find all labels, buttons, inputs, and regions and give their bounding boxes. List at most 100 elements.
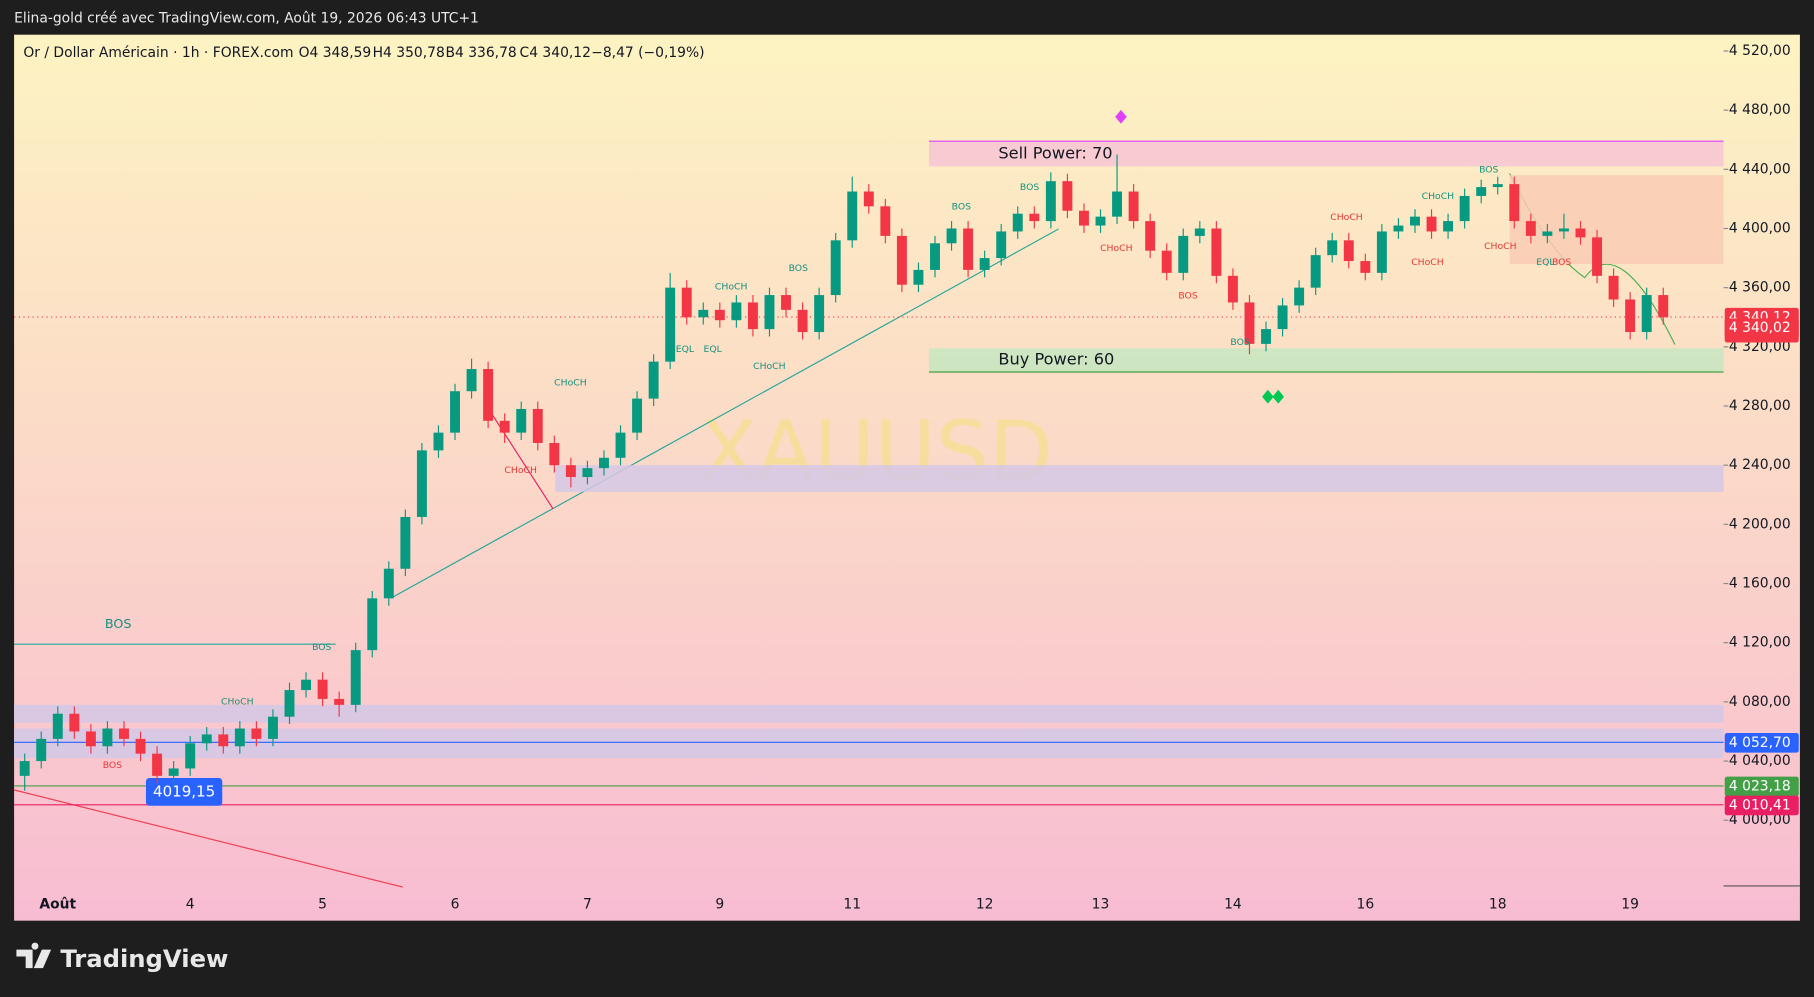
candle-body (1376, 231, 1387, 273)
annotation: CHoCH (1330, 212, 1363, 223)
x-tick-label: 13 (1092, 896, 1110, 912)
candle-body (284, 690, 295, 717)
candle-body (1426, 216, 1437, 232)
annotation: CHoCH (753, 361, 786, 372)
x-tick-label: 19 (1621, 896, 1639, 912)
candle-body (1558, 228, 1569, 232)
candle-body (1393, 225, 1404, 232)
signal (1262, 389, 1285, 404)
price-tag (1724, 795, 1799, 816)
legend-high: H4 350,78 (373, 45, 445, 61)
candle-body (731, 302, 742, 321)
candle-body (416, 450, 427, 517)
candle-body (781, 295, 792, 310)
candle-body (599, 457, 609, 469)
candle-body (251, 728, 262, 739)
candle-body (466, 369, 477, 392)
y-tick-label: 4 080,00 (1729, 694, 1791, 710)
candle-body (516, 408, 527, 433)
annotation: CHoCH (554, 377, 587, 388)
zone (555, 465, 1724, 492)
annotation: BOS (1479, 165, 1498, 176)
y-tick-label: 4 000,00 (1729, 812, 1791, 828)
candle-body (565, 465, 576, 478)
candle-body (1112, 191, 1123, 217)
x-tick-label: 16 (1357, 896, 1375, 912)
candle-body (549, 442, 560, 466)
candle-body (102, 728, 113, 747)
legend-open: O4 348,59 (299, 45, 372, 61)
annotation: BOS (1230, 337, 1249, 348)
candle-body (1227, 275, 1238, 303)
price-tag (1724, 776, 1799, 797)
y-tick-label: 4 200,00 (1729, 516, 1791, 532)
annotation: CHoCH (1422, 191, 1455, 202)
trendline (390, 228, 1059, 599)
y-tick-label: 4 320,00 (1729, 339, 1791, 355)
price-tag-label: 4 340,02 (1729, 320, 1791, 336)
candle-body (317, 679, 328, 699)
annotation: EQL (1536, 257, 1555, 268)
annotation: CHoCH (1484, 241, 1517, 252)
zone-label: Sell Power: 70 (998, 143, 1112, 162)
candle-body (681, 287, 692, 318)
candle-body (665, 287, 676, 362)
annotation: BOS (789, 263, 808, 274)
candle-body (201, 734, 212, 744)
candle-body (979, 258, 990, 270)
annotation: EQL (676, 344, 695, 355)
candle-body (1045, 181, 1056, 222)
candle-body (532, 408, 543, 443)
zone (928, 141, 1724, 167)
candle-body (400, 516, 411, 569)
legend-close: C4 340,12 (520, 45, 591, 61)
candle-body (85, 731, 96, 747)
y-tick-label: 4 160,00 (1729, 576, 1791, 592)
candle-body (1211, 228, 1222, 276)
candle-body (234, 728, 245, 747)
price-marker-label: 4019,15 (153, 782, 215, 800)
candle-body (847, 191, 858, 241)
annotation: BOS (1178, 291, 1197, 302)
legend-low: B4 336,78 (446, 45, 517, 61)
candle-body (1443, 221, 1454, 232)
candle-body (764, 295, 775, 330)
y-tick-label: 4 440,00 (1729, 161, 1791, 177)
candle-body (1012, 213, 1023, 232)
candle-body (1625, 299, 1636, 333)
zone (14, 728, 1724, 759)
candle-body (1294, 287, 1305, 306)
candle-body (185, 743, 196, 769)
annotation: EQL (704, 344, 723, 355)
x-tick-label: 9 (715, 896, 724, 912)
candle-body (1128, 191, 1139, 222)
candle-body (1261, 329, 1271, 344)
arrow (485, 404, 554, 510)
zone (14, 704, 1724, 723)
annotation: BOS (1552, 257, 1571, 268)
x-tick-label: 4 (186, 896, 195, 912)
candle-body (499, 420, 510, 433)
y-tick-label: 4 120,00 (1729, 635, 1791, 651)
annotation: CHoCH (221, 697, 254, 708)
price-tag-label: 4 010,41 (1729, 797, 1791, 813)
header: Elina-gold créé avec TradingView.com, Ao… (14, 11, 479, 27)
candle-body (1542, 231, 1553, 236)
candle-body (615, 432, 626, 458)
candle-body (334, 698, 345, 705)
candle-body (1592, 237, 1603, 276)
y-tick-label: 4 400,00 (1729, 220, 1791, 236)
candle-body (1343, 240, 1354, 262)
y-tick-label: 4 040,00 (1729, 753, 1791, 769)
candle-body (1641, 295, 1652, 333)
price-tag-label: 4 052,70 (1729, 735, 1791, 751)
candle-body (582, 468, 593, 478)
candle-body (1178, 235, 1189, 273)
candle-body (963, 228, 974, 270)
candle-body (19, 761, 30, 776)
candle-body (1244, 302, 1255, 344)
x-tick-label: 12 (976, 896, 994, 912)
zone (928, 348, 1724, 372)
candle-body (1492, 184, 1503, 188)
